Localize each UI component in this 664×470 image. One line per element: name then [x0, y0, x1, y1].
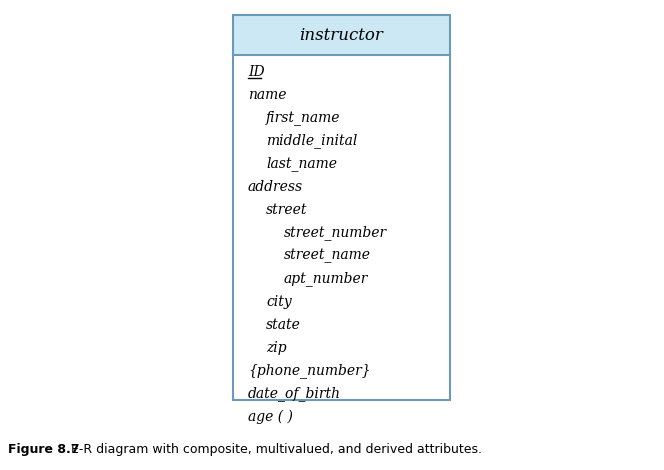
Text: age ( ): age ( ) — [248, 410, 293, 424]
Text: state: state — [266, 318, 301, 332]
Text: {phone_number}: {phone_number} — [248, 364, 371, 378]
Text: street_number: street_number — [284, 226, 387, 241]
Text: last_name: last_name — [266, 157, 337, 172]
Text: middle_inital: middle_inital — [266, 133, 357, 149]
Bar — [233, 15, 450, 55]
Text: Figure 8.7: Figure 8.7 — [8, 444, 80, 456]
Text: apt_number: apt_number — [284, 272, 369, 286]
Text: ID: ID — [248, 65, 265, 79]
Text: street_name: street_name — [284, 249, 371, 263]
Text: date_of_birth: date_of_birth — [248, 386, 341, 401]
Bar — [233, 15, 450, 400]
Text: first_name: first_name — [266, 110, 341, 125]
Text: street: street — [266, 203, 307, 217]
Text: zip: zip — [266, 341, 287, 355]
Text: E-R diagram with composite, multivalued, and derived attributes.: E-R diagram with composite, multivalued,… — [63, 444, 482, 456]
Text: address: address — [248, 180, 303, 194]
Text: name: name — [248, 88, 286, 102]
Text: instructor: instructor — [299, 26, 383, 44]
Bar — [233, 55, 450, 400]
Text: city: city — [266, 295, 291, 309]
